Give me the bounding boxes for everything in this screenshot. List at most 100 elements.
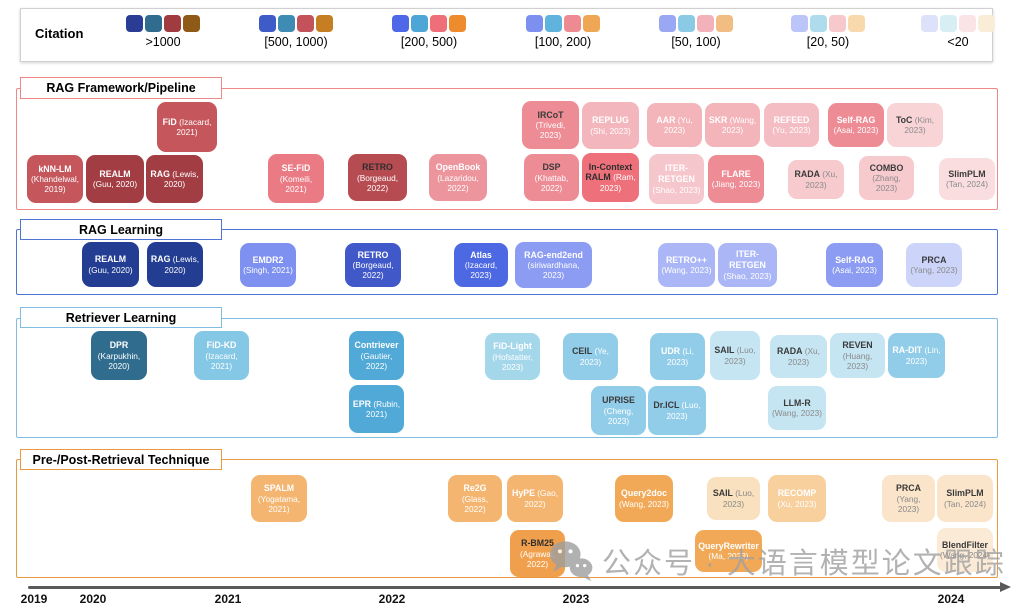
paper-realm: REALM (Guu, 2020): [86, 155, 144, 203]
paper-name: UDR: [661, 346, 681, 357]
paper-uprise: UPRISE (Cheng, 2023): [591, 386, 646, 435]
legend-tier-label: <20: [947, 35, 969, 49]
paper-prca: PRCA (Yang, 2023): [882, 475, 935, 522]
paper-label: REFEED (Yu, 2023): [767, 115, 816, 136]
legend-color-swatch: [978, 15, 995, 32]
paper-query2doc: Query2doc (Wang, 2023): [615, 475, 673, 522]
paper-label: RA-DIT (Lin, 2023): [891, 345, 942, 366]
paper-name: PRCA: [896, 483, 921, 494]
paper-cite: (Shao, 2023): [652, 184, 701, 195]
paper-cite: (Khattab, 2022): [534, 172, 569, 193]
paper-slimplm: SlimPLM (Tan, 2024): [939, 158, 995, 200]
legend-tier-label: [20, 50): [806, 35, 850, 49]
legend-title: Citation: [35, 26, 84, 41]
paper-combo: COMBO (Zhang, 2023): [859, 156, 914, 200]
legend-tier-label: [500, 1000): [264, 35, 328, 49]
section-retriever-learning: [16, 318, 998, 438]
paper-name: Contriever: [354, 340, 399, 351]
paper-name: ITER-RETGEN: [729, 249, 766, 270]
legend-color-swatch: [697, 15, 714, 32]
section-title-rag-learning: RAG Learning: [20, 219, 222, 240]
paper-blendfilter: BlendFilter (Wang, 2024): [937, 528, 993, 572]
paper-cite: (Borgeaud, 2022): [356, 172, 399, 193]
paper-hype: HyPE (Gao, 2022): [507, 475, 563, 522]
paper-label: EMDR2 (Singh, 2021): [243, 255, 293, 276]
paper-label: REVEN (Huang, 2023): [833, 340, 882, 371]
paper-in-context-ralm: In-Context RALM (Ram, 2023): [582, 153, 639, 202]
paper-label: PRCA (Yang, 2023): [885, 483, 932, 514]
paper-name: RAG: [150, 254, 171, 265]
paper-label: SKR (Wang, 2023): [708, 115, 757, 136]
paper-label: DSP (Khattab, 2022): [527, 162, 576, 193]
paper-label: RAG (Lewis, 2020): [150, 254, 200, 275]
paper-name: RA-DIT: [892, 345, 923, 356]
watermark: 公众号 · 大语言模型论文跟踪: [548, 538, 1006, 584]
paper-label: UPRISE (Cheng, 2023): [594, 395, 643, 426]
paper-cite: (Izacard, 2021): [176, 116, 212, 138]
paper-name: DPR: [109, 340, 129, 351]
paper-flare: FLARE (Jiang, 2023): [708, 155, 764, 203]
paper-label: Self-RAG (Asai, 2023): [829, 255, 880, 276]
section-title-rag-framework-pipeline: RAG Framework/Pipeline: [20, 77, 222, 99]
paper-retro: RETRO (Borgeaud, 2022): [348, 154, 407, 201]
paper-cite: (Li, 2023): [666, 346, 694, 367]
paper-cite: (Wang, 2023): [772, 408, 822, 419]
paper-name: EMDR2: [252, 254, 284, 265]
paper-name: IRCoT: [537, 109, 564, 120]
legend-color-swatch: [392, 15, 409, 32]
paper-iter-retgen: ITER-RETGEN (Shao, 2023): [718, 243, 777, 287]
paper-cite: (Borgeaud, 2022): [352, 260, 394, 281]
paper-se-fid: SE-FiD (Komeili, 2021): [268, 154, 324, 203]
paper-cite: (Wang, 2024): [940, 550, 990, 561]
paper-cite: (Yang, 2023): [910, 265, 958, 276]
paper-cite: (Rubin, 2021): [365, 398, 401, 420]
paper-udr: UDR (Li, 2023): [650, 333, 705, 380]
paper-label: REALM (Guu, 2020): [89, 169, 141, 190]
paper-refeed: REFEED (Yu, 2023): [764, 103, 819, 147]
paper-label: SlimPLM (Tan, 2024): [942, 169, 992, 190]
paper-label: ITER-RETGEN (Shao, 2023): [721, 249, 774, 281]
legend-tier-20-50: [20, 50): [771, 15, 885, 49]
paper-cite: (Izacard, 2023): [464, 260, 498, 281]
paper-label: RADA (Xu, 2023): [791, 169, 841, 190]
paper-cite: (Luo, 2023): [722, 488, 755, 509]
legend-color-swatch: [959, 15, 976, 32]
paper-dr-icl: Dr.ICL (Luo, 2023): [648, 386, 706, 435]
legend-swatches: [901, 15, 1015, 32]
paper-label: RETRO (Borgeaud, 2022): [348, 250, 398, 281]
paper-name: SKR: [708, 114, 728, 125]
paper-name: OpenBook: [435, 162, 481, 173]
paper-spalm: SPALM (Yogatama, 2021): [251, 475, 307, 522]
paper-cite: (Guu, 2020): [88, 264, 133, 275]
paper-label: OpenBook (Lazaridou, 2022): [432, 162, 484, 193]
legend-color-swatch: [678, 15, 695, 32]
paper-cite: (Tan, 2024): [944, 498, 986, 509]
paper-cite: (Izacard, 2021): [205, 350, 238, 371]
paper-slimplm: SlimPLM (Tan, 2024): [937, 475, 993, 522]
paper-name: RETRO++: [665, 254, 708, 265]
legend-color-swatch: [430, 15, 447, 32]
watermark-text: 公众号 · 大语言模型论文跟踪: [602, 548, 1006, 580]
paper-cite: (Ye, 2023): [579, 346, 609, 367]
paper-name: RAG-end2end: [524, 249, 583, 260]
paper-name: AAR: [656, 114, 676, 125]
year-label-2020: 2020: [79, 592, 107, 606]
legend-color-swatch: [278, 15, 295, 32]
legend-color-swatch: [297, 15, 314, 32]
legend-swatches: [506, 15, 620, 32]
legend-swatches: [239, 15, 353, 32]
paper-cite: (Ma, 2023): [708, 551, 749, 562]
paper-reven: REVEN (Huang, 2023): [830, 333, 885, 378]
legend-color-swatch: [259, 15, 276, 32]
legend-swatches: [771, 15, 885, 32]
paper-cite: (Shi, 2023): [590, 125, 631, 136]
paper-label: SlimPLM (Tan, 2024): [940, 488, 990, 509]
paper-name: BlendFilter: [942, 539, 988, 550]
paper-name: SE-FiD: [281, 163, 311, 174]
paper-iter-retgen: ITER-RETGEN (Shao, 2023): [649, 154, 704, 204]
paper-label: In-Context RALM (Ram, 2023): [585, 162, 636, 194]
paper-name: REVEN: [842, 340, 873, 351]
paper-name: Dr.ICL: [653, 400, 680, 411]
paper-ra-dit: RA-DIT (Lin, 2023): [888, 333, 945, 378]
